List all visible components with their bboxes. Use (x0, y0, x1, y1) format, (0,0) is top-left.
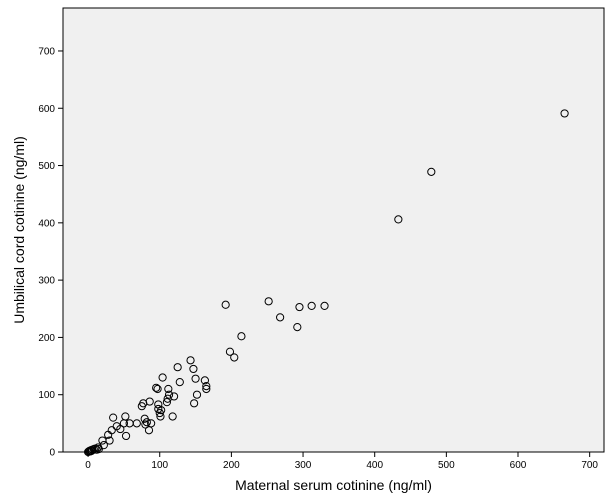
data-point (169, 392, 179, 401)
data-point (427, 167, 436, 176)
data-point (162, 398, 172, 407)
data-point (173, 363, 182, 372)
data-point (560, 109, 569, 118)
data-point (153, 384, 162, 394)
data-point (164, 390, 174, 399)
y-tick-label: 600 (38, 104, 55, 115)
data-point (168, 412, 177, 421)
data-point (156, 412, 165, 421)
data-point (121, 412, 130, 421)
y-axis-title: Umbilical cord cotinine (ng/ml) (11, 136, 27, 324)
x-axis-title: Maternal serum cotinine (ng/ml) (235, 477, 432, 493)
x-tick-label: 500 (438, 460, 455, 471)
data-point (142, 418, 151, 427)
y-tick-label: 100 (38, 390, 55, 401)
data-point (147, 419, 156, 428)
data-point (94, 445, 103, 454)
data-point (293, 323, 302, 332)
data-point (295, 302, 304, 312)
data-point (320, 301, 329, 311)
data-point (109, 413, 118, 422)
data-point (230, 353, 239, 362)
data-point (116, 424, 125, 434)
data-point (190, 399, 199, 408)
y-tick-label: 700 (38, 46, 55, 57)
y-tick-label: 0 (49, 448, 55, 459)
data-point (276, 313, 285, 322)
y-tick-label: 300 (38, 276, 55, 287)
data-point (221, 300, 230, 309)
y-axis: 0 100 200 300 400 500 600 700 (38, 46, 63, 459)
y-tick-label: 500 (38, 161, 55, 172)
plot-area (62, 7, 605, 453)
data-points (83, 109, 569, 457)
x-tick-label: 300 (295, 460, 312, 471)
data-point (107, 426, 116, 435)
data-point (202, 382, 211, 391)
y-tick-label: 200 (38, 333, 55, 344)
data-point (152, 383, 161, 392)
data-point (307, 301, 316, 311)
data-point (186, 356, 195, 365)
data-point (202, 384, 211, 394)
data-point (192, 390, 202, 399)
x-tick-label: 700 (581, 460, 598, 471)
data-point (175, 378, 184, 387)
data-point (145, 397, 154, 406)
y-tick-label: 400 (38, 218, 55, 229)
x-tick-label: 400 (366, 460, 383, 471)
x-tick-label: 0 (85, 460, 91, 471)
data-point (157, 406, 166, 415)
x-tick-label: 200 (223, 460, 240, 471)
data-point (237, 332, 246, 341)
x-tick-label: 600 (510, 460, 527, 471)
data-point (164, 384, 173, 394)
data-point (200, 376, 209, 385)
x-axis: 0 100 200 300 400 500 600 700 (85, 452, 598, 471)
data-point (191, 374, 200, 383)
data-point (225, 347, 235, 356)
data-point (264, 297, 273, 306)
data-point (121, 431, 131, 441)
data-point (105, 436, 114, 445)
data-point (189, 364, 198, 374)
data-point (394, 215, 403, 224)
data-point (99, 441, 108, 450)
data-point (141, 420, 150, 429)
x-tick-label: 100 (151, 460, 168, 471)
data-point (158, 373, 167, 382)
data-point (132, 419, 141, 428)
